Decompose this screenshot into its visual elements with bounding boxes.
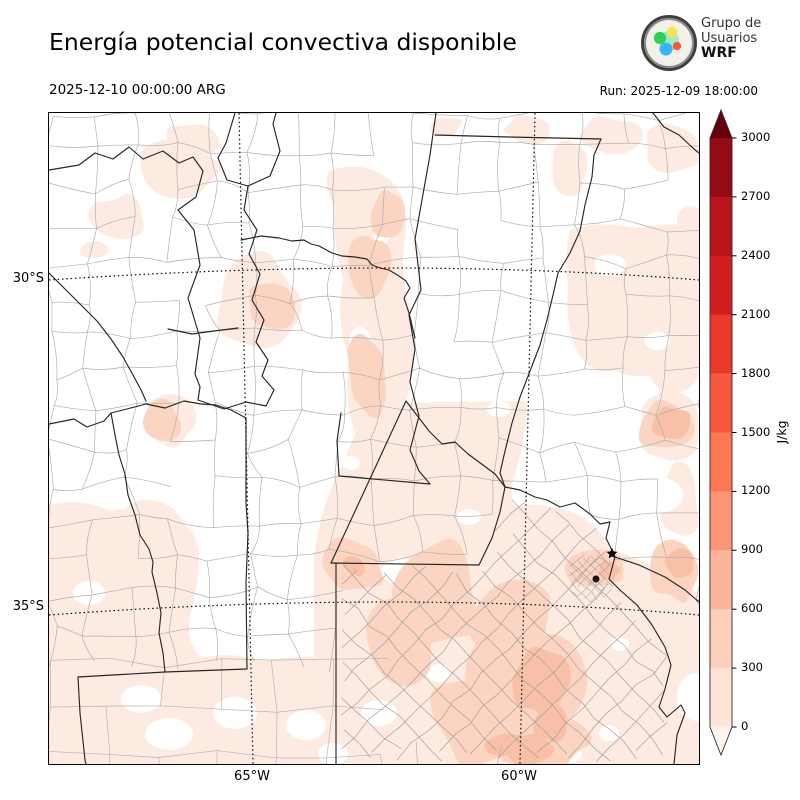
graticule-gridlines (49, 113, 699, 764)
map-panel (48, 112, 700, 765)
wrf-globe-emblem-icon (641, 15, 697, 71)
cape-shading-layer (49, 114, 699, 764)
colorbar-segment (710, 491, 732, 551)
logo-line-2: Usuarios (701, 30, 758, 46)
x-axis-tick-60w: 60°W (501, 769, 537, 784)
colorbar-over-arrow (710, 110, 732, 138)
y-axis-tick-30s: 30°S (12, 271, 44, 286)
valid-time-label: 2025-12-10 00:00:00 ARG (49, 82, 226, 98)
colorbar-tick-label: 600 (741, 601, 763, 616)
colorbar-tick-label: 2700 (741, 188, 771, 203)
y-axis-tick-35s: 35°S (12, 599, 44, 614)
colorbar-segment (710, 314, 732, 375)
wrf-logo-text: Grupo de Usuarios WRF (701, 16, 762, 61)
province-boundaries-and-rivers (49, 113, 699, 764)
logo-line-1: Grupo de (701, 16, 762, 31)
colorbar-tick-label: 900 (741, 542, 763, 557)
colorbar-segment (710, 550, 732, 610)
colorbar-tick-label: 0 (741, 719, 749, 733)
colorbar-segment (710, 668, 732, 728)
colorbar-tick-label: 3000 (741, 130, 771, 144)
colorbar-tick-label: 2400 (741, 247, 771, 262)
department-boundaries (49, 113, 699, 764)
colorbar-segment (710, 255, 732, 316)
colorbar-under-arrow (710, 727, 732, 755)
x-axis-tick-65w: 65°W (234, 769, 270, 784)
colorbar-segment (710, 138, 732, 198)
logo-line-3: WRF (701, 45, 737, 61)
colorbar-tick-label: 1800 (741, 365, 771, 380)
gridline-65w (238, 113, 254, 764)
cape-map-image (49, 113, 699, 764)
buenos-aires-city-marker (592, 548, 618, 583)
colorbar-unit-label: J/kg (774, 420, 789, 444)
page-title: Energía potencial convectiva disponible (49, 28, 517, 56)
colorbar-tick-label: 1500 (741, 424, 771, 439)
model-run-label: Run: 2025-12-09 18:00:00 (599, 84, 758, 98)
gridline-60w (519, 113, 536, 764)
colorbar-segment (710, 373, 732, 433)
colorbar-tick-label: 1200 (741, 483, 771, 498)
colorbar (709, 108, 737, 757)
colorbar-segment (710, 196, 732, 257)
wrf-logo: Grupo de Usuarios WRF (641, 15, 791, 75)
colorbar-tick-label: 300 (741, 660, 763, 675)
colorbar-segment (710, 432, 732, 492)
colorbar-segment (710, 609, 732, 669)
colorbar-tick-label: 2100 (741, 306, 771, 321)
